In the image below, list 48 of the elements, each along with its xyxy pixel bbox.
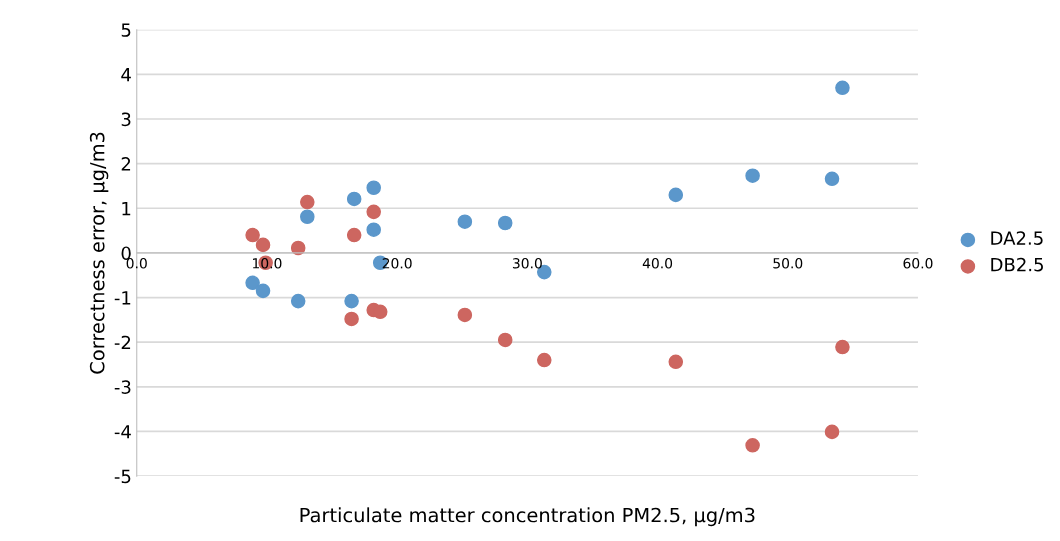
y-tick-label: -1 [114,291,131,305]
y-tick-label: 0 [121,246,131,261]
point [366,222,381,237]
x-tick-label: 10.0 [253,258,282,269]
point [346,227,362,243]
y-tick-label: 2 [121,157,131,171]
point [300,209,315,225]
y-tick-label: 4 [121,68,131,82]
point [344,293,359,309]
y-tick-label: 1 [122,201,131,216]
x-tick-label: 0.0 [126,258,147,269]
point [457,214,473,229]
point [457,307,473,323]
y-tick-label: -2 [114,335,131,350]
point [255,283,271,299]
point [245,227,260,243]
legend-label: DB2.5 [991,257,1043,272]
point [346,191,362,207]
x-tick-label: 60.0 [903,258,933,269]
y-tick-label: 3 [121,112,131,127]
x-tick-label: 30.0 [512,258,542,269]
point [824,171,840,187]
legend-label: DA2.5 [991,231,1043,245]
point [668,354,684,370]
point [290,293,306,309]
y-axis-title: Correctness error, µg/m3 [89,132,109,374]
point [497,215,513,231]
point [366,204,381,220]
point [497,332,513,348]
y-tick-label: -3 [114,380,131,394]
x-tick-label: 40.0 [642,258,673,269]
point [668,187,684,203]
x-tick-label: 50.0 [773,258,803,269]
point [300,194,315,210]
point [536,352,552,368]
point [745,438,760,453]
point [366,180,381,196]
y-tick-label: -5 [114,469,131,484]
point [824,424,840,440]
point [245,275,260,291]
point [745,168,760,183]
y-tick-label: 5 [121,23,131,37]
point [835,80,850,96]
point [344,311,359,327]
y-tick-label: -4 [114,425,131,439]
point [255,237,271,253]
point [835,339,850,355]
x-axis-title: Particulate matter concentration PM2.5, µg/m3 [300,507,755,527]
